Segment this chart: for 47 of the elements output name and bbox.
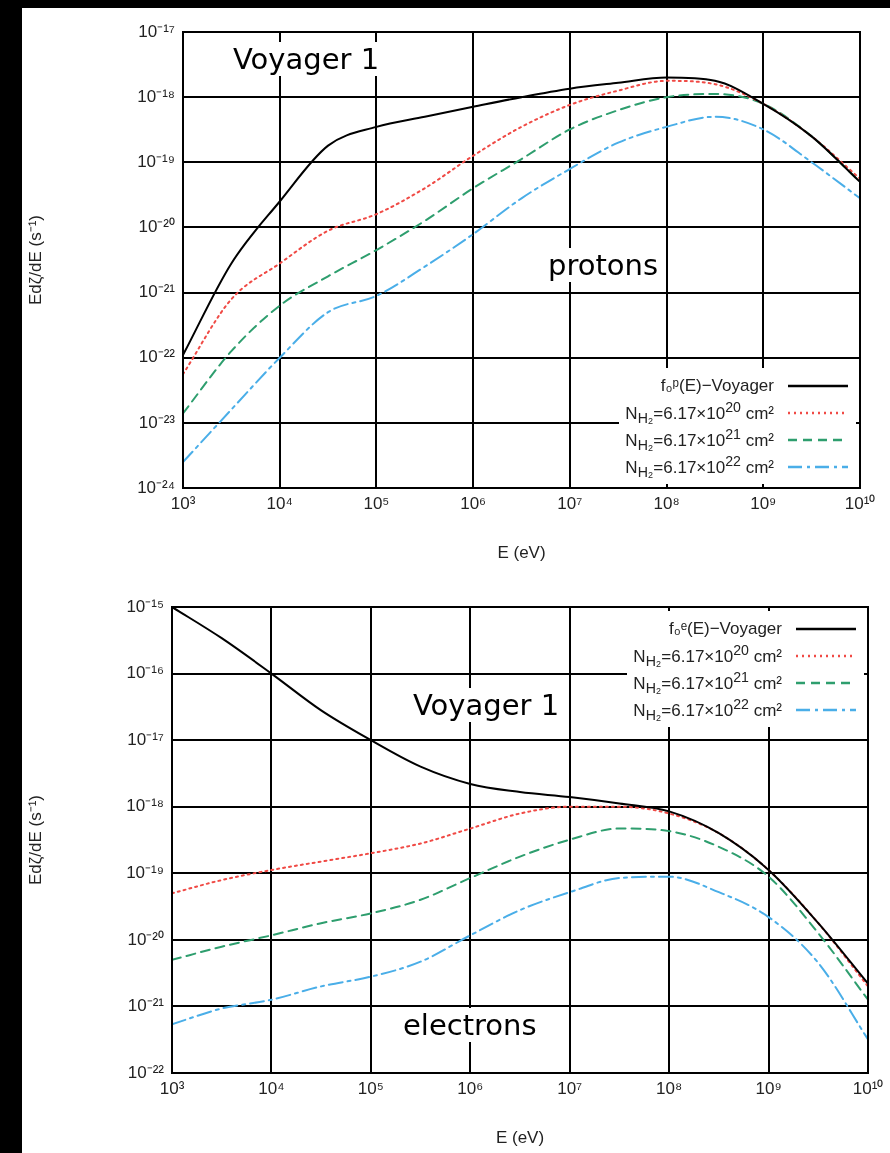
legend-label: N$_{H₂}$=6.17×10$^{20}$ cm² — [625, 398, 774, 427]
legend-label: N$_{H₂}$=6.17×10$^{21}$ cm² — [633, 668, 782, 697]
annotation: protons — [545, 248, 662, 282]
y-tick-label: 10⁻¹⁷ — [127, 729, 164, 749]
annotation: electrons — [400, 1008, 540, 1042]
x-tick-label: 10⁷ — [557, 493, 583, 513]
legend-label: N$_{H₂}$=6.17×10$^{20}$ cm² — [633, 641, 782, 670]
y-axis-title: Edζ/dE (s⁻¹) — [25, 794, 45, 886]
x-tick-label: 10⁸ — [656, 1078, 683, 1098]
y-tick-label: 10⁻¹⁹ — [137, 151, 175, 171]
y-tick-label: 10⁻²³ — [138, 412, 176, 432]
legend-label: N$_{H₂}$=6.17×10$^{21}$ cm² — [625, 425, 774, 454]
x-tick-label: 10⁸ — [653, 493, 680, 513]
x-axis-title: E (eV) — [495, 1128, 545, 1148]
y-tick-label: 10⁻²¹ — [127, 996, 165, 1016]
x-tick-label: 10⁴ — [258, 1078, 285, 1098]
line-series — [172, 875, 868, 1041]
x-tick-label: 10⁹ — [755, 1078, 782, 1098]
annotation: Voyager 1 — [410, 688, 563, 722]
line-series — [172, 827, 868, 1001]
y-tick-label: 10⁻¹⁶ — [126, 663, 164, 683]
x-tick-label: 10⁴ — [266, 493, 293, 513]
x-axis-title: E (eV) — [497, 543, 546, 563]
y-tick-label: 10⁻²⁰ — [127, 929, 164, 949]
y-tick-label: 10⁻²² — [138, 347, 176, 367]
x-tick-label: 10⁶ — [460, 493, 487, 513]
x-tick-label: 10⁹ — [750, 493, 777, 513]
legend-label: f₀ᵖ(E)−Voyager — [660, 375, 774, 396]
line-series — [172, 805, 868, 988]
annotation: Voyager 1 — [230, 42, 383, 76]
x-tick-label: 10⁵ — [357, 1078, 384, 1098]
y-tick-label: 10⁻¹⁵ — [126, 596, 164, 616]
x-tick-label: 10⁵ — [363, 493, 390, 513]
y-tick-label: 10⁻¹⁷ — [138, 21, 175, 41]
x-tick-label: 10¹⁰ — [844, 493, 876, 513]
legend-label: f₀ᵉ(E)−Voyager — [668, 618, 782, 639]
y-tick-label: 10⁻²¹ — [138, 282, 176, 302]
y-tick-label: 10⁻²⁰ — [138, 217, 175, 237]
legend-label: N$_{H₂}$=6.17×10$^{22}$ cm² — [633, 695, 782, 724]
x-tick-label: 10⁷ — [557, 1078, 583, 1098]
y-tick-label: 10⁻¹⁹ — [126, 862, 164, 882]
y-tick-label: 10⁻¹⁸ — [126, 796, 164, 816]
y-axis-title: Edζ/dE (s⁻¹) — [25, 214, 45, 306]
y-tick-label: 10⁻¹⁸ — [137, 86, 175, 106]
legend-label: N$_{H₂}$=6.17×10$^{22}$ cm² — [625, 452, 774, 481]
x-tick-label: 10¹⁰ — [852, 1078, 884, 1098]
x-tick-label: 10⁶ — [457, 1078, 484, 1098]
